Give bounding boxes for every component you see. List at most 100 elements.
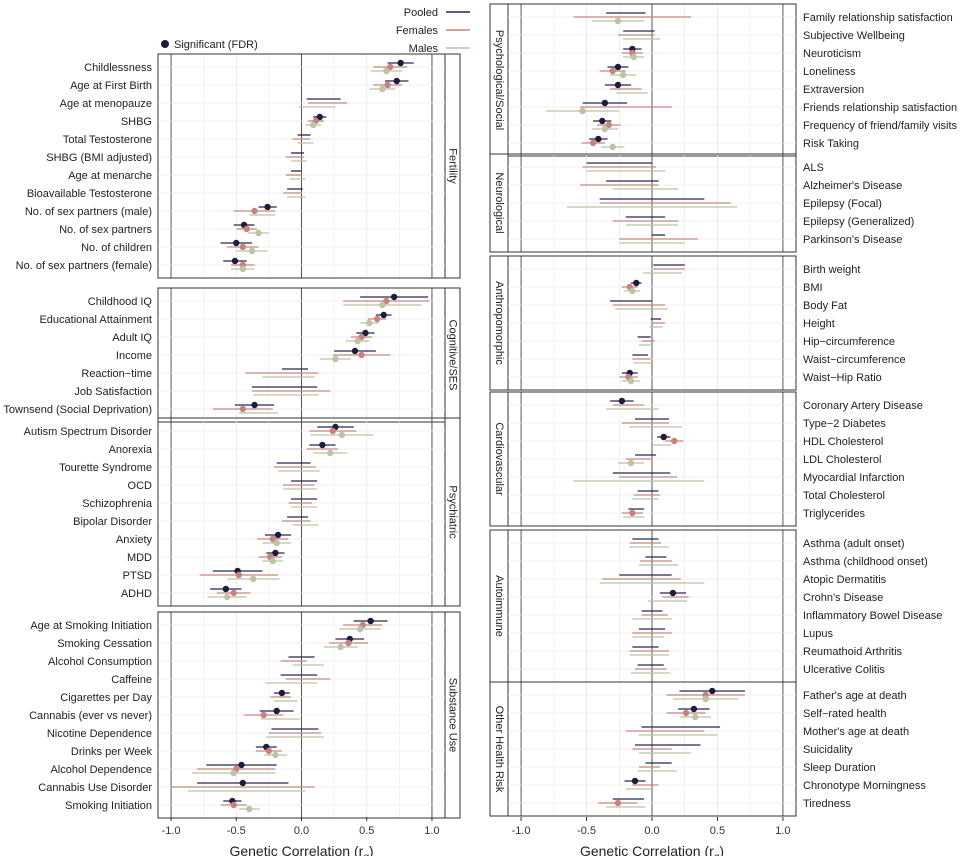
row-label: ALS — [803, 162, 824, 174]
row-label: Loneliness — [803, 66, 856, 78]
pooled-point — [390, 293, 398, 301]
pooled-point — [319, 441, 326, 449]
row-childhood-iq: Childhood IQ — [88, 293, 445, 309]
pooled-point — [633, 279, 640, 287]
row-label: Reumathoid Arthritis — [803, 646, 903, 658]
pooled-point — [362, 329, 369, 337]
panel-strip — [444, 53, 461, 279]
row-label: Asthma (childhood onset) — [803, 556, 928, 568]
pooled-point — [618, 397, 626, 405]
row-label: Type−2 Diabetes — [803, 418, 886, 430]
males-point — [702, 695, 709, 703]
row-label: Risk Taking — [803, 138, 859, 150]
row-suicidality: Suicidality — [508, 744, 853, 756]
row-label: Cannabis (ever vs never) — [29, 710, 152, 722]
x-tick-label: -0.5 — [577, 825, 596, 837]
row-bipolar-disorder: Bipolar Disorder — [73, 516, 445, 528]
males-point — [327, 449, 334, 457]
row-label: Anorexia — [109, 444, 153, 456]
left-x-axis: -1.0 -0.5 0.0 0.5 1.0 Genetic Correlation (rg… — [162, 817, 440, 856]
females-point — [671, 437, 678, 445]
row-label: Bioavailable Testosterone — [27, 188, 152, 200]
row-ptsd: PTSD — [123, 567, 445, 583]
females-point — [260, 711, 267, 719]
x-tick-label: -0.5 — [227, 825, 246, 837]
row-label: Job Satisfaction — [74, 386, 152, 398]
males-point — [230, 769, 237, 777]
pooled-point — [272, 549, 279, 557]
males-point — [627, 459, 635, 467]
row-drinks-per-week: Drinks per Week — [71, 743, 445, 759]
row-smoking-cessation: Smoking Cessation — [57, 635, 445, 651]
row-bioavailable-testosterone: Bioavailable Testosterone — [27, 188, 445, 200]
row-label: Alcohol Dependence — [50, 764, 152, 776]
row-parkinson-s-disease: Parkinson's Disease — [508, 234, 902, 246]
row-friends-relationship-satisfaction: Friends relationship satisfaction — [508, 99, 957, 115]
row-total-cholesterol: Total Cholesterol — [508, 490, 885, 502]
row-income: Income — [116, 347, 445, 363]
females-point — [230, 589, 237, 597]
males-point — [272, 751, 279, 759]
panel-fertility: Fertility Childlessness Age at First Birth… — [16, 53, 461, 279]
pooled-point — [251, 401, 258, 409]
pooled-point — [631, 777, 639, 785]
females-point — [373, 315, 381, 323]
females-point — [383, 297, 390, 305]
row-triglycerides: Triglycerides — [508, 508, 865, 520]
pooled-point — [233, 239, 240, 247]
females-point — [251, 207, 258, 215]
row-label: Alzheimer's Disease — [803, 180, 902, 192]
row-age-at-menopauze: Age at menopauze — [60, 98, 445, 110]
males-point — [310, 121, 317, 129]
row-asthma-childhood-onset: Asthma (childhood onset) — [508, 556, 928, 568]
row-age-at-menarche: Age at menarche — [68, 170, 445, 182]
males-point — [614, 17, 622, 25]
row-shbg: SHBG — [121, 113, 445, 129]
panel-substance-use: Substance Use Age at Smoking Initiation Sm… — [29, 611, 461, 819]
row-label: Body Fat — [803, 300, 847, 312]
row-alzheimer-s-disease: Alzheimer's Disease — [508, 180, 902, 192]
row-label: BMI — [803, 282, 823, 294]
legend-label-females: Females — [396, 25, 439, 37]
pooled-point — [231, 257, 239, 265]
row-cigarettes-per-day: Cigarettes per Day — [60, 689, 445, 704]
row-ldl-cholesterol: LDL Cholesterol — [508, 454, 881, 467]
panel-neurological: Neurological ALS Alzheimer's Disease Epilep… — [489, 153, 914, 253]
row-coronary-artery-disease: Coronary Artery Disease — [508, 397, 923, 412]
panel-psychological-social: Psychological/Social Family relationship … — [489, 3, 958, 157]
row-asthma-adult-onset: Asthma (adult onset) — [508, 538, 905, 550]
row-no-of-sex-partners-female: No. of sex partners (female) — [16, 257, 445, 273]
row-label: Father's age at death — [803, 690, 907, 702]
row-age-at-first-birth: Age at First Birth — [70, 77, 445, 93]
males-point — [273, 539, 280, 547]
row-label: Townsend (Social Deprivation) — [3, 404, 152, 416]
females-point — [269, 535, 276, 543]
row-label: Cigarettes per Day — [60, 692, 152, 704]
row-label: Subjective Wellbeing — [803, 30, 905, 42]
row-ocd: OCD — [128, 480, 445, 492]
males-point — [379, 301, 386, 309]
row-frequency-of-friend-family-visits: Frequency of friend/family visits — [508, 117, 958, 133]
pooled-point — [273, 707, 280, 715]
row-label: MDD — [127, 552, 152, 564]
pooled-point — [274, 531, 282, 539]
row-label: Neuroticism — [803, 48, 861, 60]
row-label: Autism Spectrum Disorder — [24, 426, 153, 438]
row-label: Educational Attainment — [39, 314, 152, 326]
legend-significant-marker — [161, 40, 169, 48]
row-label: Chronotype Morningness — [803, 780, 926, 792]
right-column-panels: Psychological/Social Family relationship … — [489, 3, 958, 817]
row-label: Drinks per Week — [71, 746, 153, 758]
males-point — [630, 53, 637, 61]
row-body-fat: Body Fat — [508, 300, 847, 312]
males-point — [627, 377, 635, 385]
row-label: Mother's age at death — [803, 726, 909, 738]
row-family-relationship-satisfaction: Family relationship satisfaction — [508, 12, 953, 25]
row-neuroticism: Neuroticism — [508, 45, 861, 61]
panel-title: Neurological — [493, 172, 505, 233]
left-column-panels: Fertility Childlessness Age at First Birth… — [3, 53, 461, 819]
row-label: Childlessness — [84, 62, 152, 74]
pooled-point — [709, 687, 716, 695]
row-no-of-sex-partners-male: No. of sex partners (male) — [25, 203, 445, 218]
row-waist-circumference: Waist−circumference — [508, 354, 906, 366]
